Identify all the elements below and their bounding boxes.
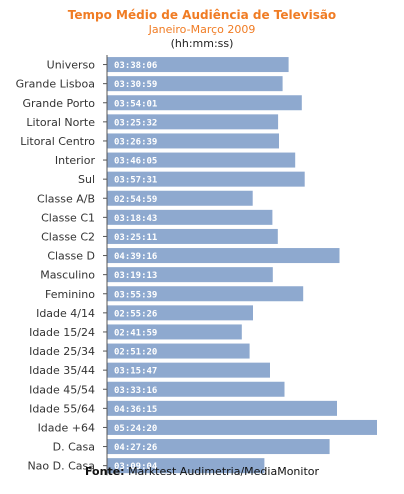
bar-value-label: 02:41:59 bbox=[114, 328, 157, 338]
bar-value-label: 03:26:39 bbox=[114, 137, 157, 147]
category-label: Idade 4/14 bbox=[36, 307, 95, 320]
chart-subtitle: Janeiro-Março 2009 bbox=[148, 23, 256, 36]
bar bbox=[107, 190, 253, 206]
bar-value-label: 02:51:20 bbox=[114, 348, 157, 358]
bar-value-label: 03:57:31 bbox=[114, 176, 157, 186]
bar-value-label: 04:36:15 bbox=[114, 405, 157, 415]
bar bbox=[107, 76, 283, 92]
bar-value-label: 02:54:59 bbox=[114, 195, 157, 205]
category-label: Masculino bbox=[40, 269, 95, 282]
footer-text: Marktest Audimetria/MediaMonitor bbox=[128, 465, 320, 478]
title-block: Tempo Médio de Audiência de Televisão Ja… bbox=[0, 8, 404, 51]
bar-value-label: 03:55:39 bbox=[114, 290, 157, 300]
bar bbox=[107, 57, 289, 73]
bar-value-label: 03:54:01 bbox=[114, 99, 157, 109]
bar-value-label: 03:46:05 bbox=[114, 157, 157, 167]
category-label: Feminino bbox=[45, 288, 95, 301]
category-label: Idade 15/24 bbox=[29, 326, 95, 339]
category-label: Litoral Centro bbox=[20, 135, 95, 148]
bar bbox=[107, 228, 278, 244]
bar bbox=[107, 248, 340, 264]
bar-value-label: 03:30:59 bbox=[114, 80, 157, 90]
bar-value-label: 03:09:04 bbox=[114, 462, 158, 472]
bar bbox=[107, 209, 273, 225]
bar bbox=[107, 114, 279, 130]
bar bbox=[107, 267, 273, 283]
bar-value-label: 03:25:11 bbox=[114, 233, 157, 243]
bar bbox=[107, 400, 337, 416]
source-footer: Fonte: Marktest Audimetria/MediaMonitor bbox=[0, 465, 404, 478]
bar-value-label: 05:24:20 bbox=[114, 424, 157, 434]
chart-title: Tempo Médio de Audiência de Televisão bbox=[67, 8, 337, 22]
category-label: Nao D. Casa bbox=[27, 460, 95, 473]
bar bbox=[107, 324, 242, 340]
bar bbox=[107, 286, 304, 302]
category-label: Grande Porto bbox=[22, 97, 95, 110]
category-label: Idade +64 bbox=[38, 421, 95, 434]
bar bbox=[107, 171, 305, 187]
category-label: Classe D bbox=[47, 250, 95, 263]
bar-value-label: 04:27:26 bbox=[114, 443, 157, 453]
bar-value-label: 03:15:47 bbox=[114, 367, 157, 377]
bar bbox=[107, 381, 285, 397]
category-label: Idade 35/44 bbox=[29, 364, 95, 377]
bar bbox=[107, 458, 265, 474]
bar bbox=[107, 419, 377, 435]
category-label: Litoral Norte bbox=[26, 116, 95, 129]
bar bbox=[107, 95, 302, 111]
bar-value-label: 03:25:32 bbox=[114, 118, 157, 128]
bar-value-label: 04:39:16 bbox=[114, 252, 157, 262]
category-label: Interior bbox=[55, 154, 96, 167]
category-label: Sul bbox=[78, 173, 95, 186]
category-label: Idade 45/54 bbox=[29, 383, 95, 396]
category-label: Classe C2 bbox=[41, 230, 95, 243]
category-label: Idade 55/64 bbox=[29, 402, 95, 415]
bar bbox=[107, 152, 296, 168]
category-label: Classe C1 bbox=[41, 211, 95, 224]
bar bbox=[107, 305, 253, 321]
bar bbox=[107, 133, 279, 149]
category-label: Classe A/B bbox=[37, 192, 95, 205]
category-label: D. Casa bbox=[53, 441, 95, 454]
category-label: Idade 25/34 bbox=[29, 345, 95, 358]
bar bbox=[107, 439, 330, 455]
bar bbox=[107, 343, 250, 359]
bar-value-label: 03:33:16 bbox=[114, 386, 157, 396]
category-label: Grande Lisboa bbox=[16, 78, 95, 91]
bar-value-label: 02:55:26 bbox=[114, 309, 157, 319]
bar-value-label: 03:19:13 bbox=[114, 271, 157, 281]
footer-prefix: Fonte: bbox=[84, 465, 125, 478]
chart-units: (hh:mm:ss) bbox=[170, 37, 234, 50]
bar-value-label: 03:18:43 bbox=[114, 214, 157, 224]
bar-value-label: 03:38:06 bbox=[114, 61, 157, 71]
category-label: Universo bbox=[47, 59, 96, 72]
bar bbox=[107, 362, 270, 378]
